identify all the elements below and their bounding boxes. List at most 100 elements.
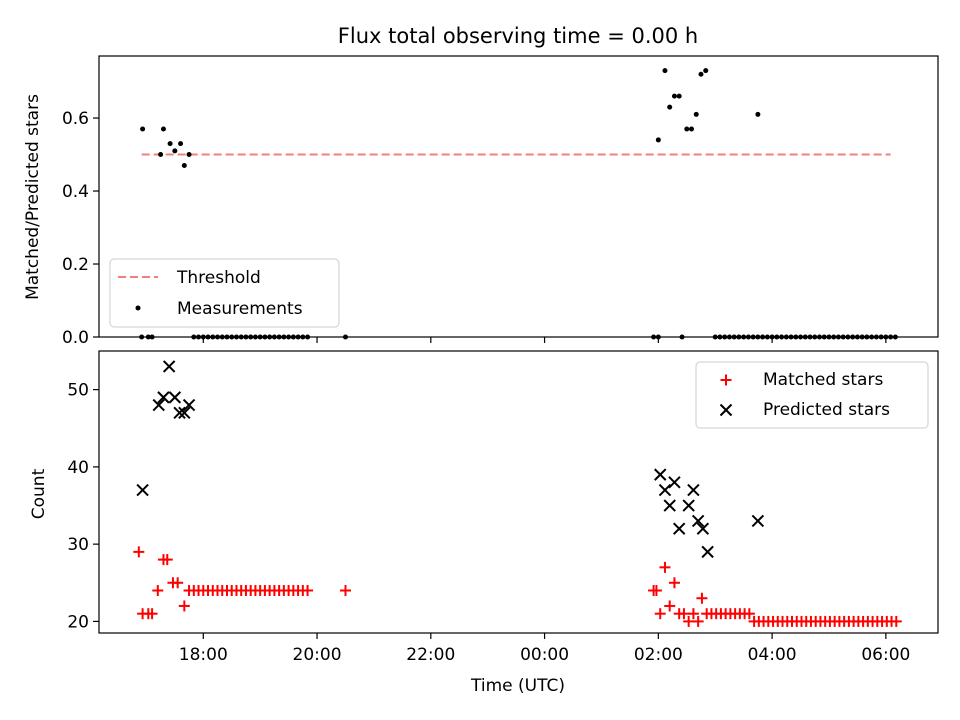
predicted-star-point xyxy=(173,406,186,420)
bottom-legend-box xyxy=(695,361,929,429)
predicted-star-point xyxy=(162,360,176,373)
matched-star-point xyxy=(743,608,755,620)
x-axis-label: Time (UTC) xyxy=(470,676,565,696)
matched-stars-legend-label: Matched stars xyxy=(763,370,883,390)
cross-stroke-b xyxy=(696,522,710,535)
measurement-point xyxy=(158,152,164,158)
x-tick-label: 04:00 xyxy=(748,645,797,665)
matched-star-point xyxy=(696,592,708,604)
matched-star-point xyxy=(302,585,314,597)
matched-star-point xyxy=(659,561,671,573)
x-tick-label: 02:00 xyxy=(634,645,683,665)
measurement-point xyxy=(703,68,709,74)
measurements-legend-label: Measurements xyxy=(177,299,303,319)
cross-stroke-b xyxy=(691,514,705,528)
predicted-star-point xyxy=(682,499,695,512)
threshold-legend-label: Threshold xyxy=(176,268,261,288)
top-legend: Threshold Measurements xyxy=(109,258,340,328)
bottom-legend: Matched stars Predicted stars xyxy=(695,361,929,429)
cross-stroke-b xyxy=(668,476,681,489)
predicted-stars-legend-label: Predicted stars xyxy=(763,400,890,420)
predicted-star-point xyxy=(663,499,676,512)
cross-stroke-b xyxy=(168,391,182,404)
predicted-star-point xyxy=(152,398,165,412)
predicted-star-point xyxy=(136,483,149,497)
measurement-point xyxy=(693,111,699,117)
measurement-point xyxy=(186,152,192,158)
measurement-point xyxy=(655,137,661,143)
matched-star-point xyxy=(664,600,676,612)
matched-star-point xyxy=(650,585,662,597)
cross-stroke-b xyxy=(162,360,176,373)
matched-star-point xyxy=(146,608,158,620)
measurement-point xyxy=(698,71,704,77)
matched-star-point xyxy=(152,585,164,597)
measurement-point xyxy=(671,93,677,99)
matched-star-point xyxy=(339,585,351,597)
top-legend-box xyxy=(109,258,340,328)
measurement-point xyxy=(684,126,690,132)
matched-star-point xyxy=(178,600,190,612)
cross-stroke-b xyxy=(719,403,733,417)
cross-stroke-b xyxy=(182,398,196,412)
bottom-y-tick-label: 50 xyxy=(67,381,89,401)
cross-stroke-b xyxy=(687,483,700,497)
matched-star-point xyxy=(683,615,695,627)
measurement-point xyxy=(140,126,146,132)
x-tick-label: 00:00 xyxy=(520,645,569,665)
predicted-star-point xyxy=(696,522,710,535)
top-y-tick-label: 0.0 xyxy=(62,328,89,348)
cross-stroke-b xyxy=(682,499,695,512)
predicted-star-point xyxy=(672,522,686,535)
chart-title: Flux total observing time = 0.00 h xyxy=(338,24,698,48)
predicted-star-point xyxy=(691,514,705,528)
matched-star-point xyxy=(678,608,690,620)
top-y-tick-label: 0.4 xyxy=(62,182,89,202)
predicted-star-point xyxy=(751,514,765,528)
matched-stars-legend-swatch xyxy=(720,374,732,386)
top-y-axis-label: Matched/Predicted stars xyxy=(23,94,43,300)
predicted-star-point xyxy=(701,545,714,559)
matched-stars-legend-marker xyxy=(720,374,732,386)
x-tick-label: 18:00 xyxy=(179,645,228,665)
cross-stroke-b xyxy=(701,545,714,559)
top-axes-frame xyxy=(98,55,939,338)
predicted-stars-legend-marker xyxy=(719,403,733,417)
measurement-point xyxy=(167,141,173,147)
top-y-tick-label: 0.2 xyxy=(62,255,89,275)
top-y-tick-label: 0.6 xyxy=(62,109,89,129)
bottom-axes-frame xyxy=(98,350,939,634)
measurement-point xyxy=(667,104,673,110)
predicted-star-point xyxy=(654,468,667,481)
measurement-point xyxy=(689,126,695,132)
predicted-stars-legend-swatch xyxy=(719,403,733,417)
measurement-point xyxy=(676,93,682,99)
bottom-y-tick-label: 20 xyxy=(67,612,89,632)
predicted-star-point xyxy=(182,398,196,412)
x-tick-label: 06:00 xyxy=(861,645,910,665)
x-tick-label: 20:00 xyxy=(293,645,342,665)
measurement-point xyxy=(172,148,178,154)
bottom-y-tick-label: 40 xyxy=(67,458,89,478)
cross-stroke-b xyxy=(658,483,672,497)
predicted-star-point xyxy=(157,391,170,404)
matched-star-point xyxy=(668,577,680,589)
matched-star-point xyxy=(133,546,145,558)
measurement-point xyxy=(755,111,761,117)
measurements-legend-swatch xyxy=(135,305,141,311)
matched-star-point xyxy=(161,554,173,566)
predicted-star-point xyxy=(687,483,700,497)
cross-stroke-b xyxy=(178,406,191,420)
measurement-point xyxy=(178,141,184,147)
predicted-star-point xyxy=(168,391,182,404)
cross-stroke-b xyxy=(173,406,186,420)
measurement-point xyxy=(181,162,187,168)
bottom-y-axis-label: Count xyxy=(29,468,49,519)
cross-stroke-b xyxy=(152,398,165,412)
x-tick-label: 22:00 xyxy=(406,645,455,665)
cross-stroke-b xyxy=(157,391,170,404)
bottom-y-tick-label: 30 xyxy=(67,535,89,555)
matched-star-point xyxy=(654,608,666,620)
